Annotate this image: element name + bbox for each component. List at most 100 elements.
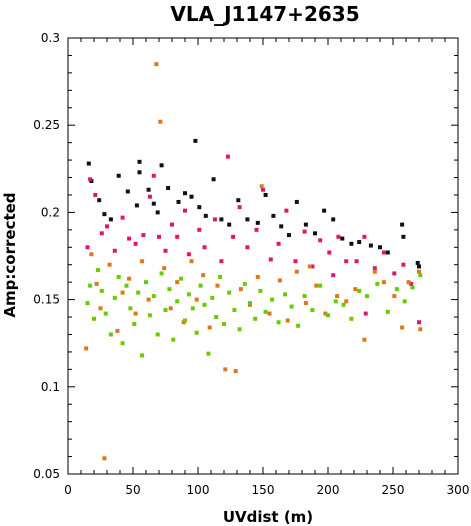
data-point: [140, 353, 145, 358]
data-point: [175, 299, 180, 304]
data-point: [102, 456, 107, 461]
data-point: [417, 320, 421, 325]
data-point: [277, 278, 282, 283]
data-point: [89, 252, 94, 257]
data-point: [331, 273, 336, 278]
data-point: [409, 281, 414, 286]
data-point: [344, 299, 349, 304]
data-point: [238, 287, 243, 292]
data-point: [276, 241, 281, 246]
data-point: [259, 184, 264, 189]
data-point: [201, 273, 206, 278]
data-point: [327, 250, 332, 255]
x-tick-label: 200: [317, 483, 340, 497]
data-point: [190, 306, 195, 311]
data-point: [417, 269, 421, 274]
data-point: [285, 318, 290, 323]
data-point: [410, 285, 415, 290]
data-point: [141, 233, 146, 238]
data-point: [242, 281, 247, 286]
data-point: [206, 351, 211, 356]
y-tick-label: 0.1: [41, 380, 60, 394]
data-point: [120, 290, 125, 295]
data-point: [88, 283, 93, 288]
data-point: [263, 309, 268, 314]
data-point: [133, 311, 138, 316]
data-point: [158, 119, 163, 124]
data-point: [92, 316, 96, 321]
data-point: [362, 337, 367, 342]
data-point: [170, 222, 174, 227]
data-point: [365, 294, 369, 299]
data-point: [385, 309, 390, 314]
y-tick-label: 0.05: [33, 467, 60, 481]
data-point: [155, 210, 160, 215]
x-tick-label: 250: [382, 483, 405, 497]
data-point: [418, 327, 423, 332]
data-point: [95, 267, 100, 272]
data-point: [85, 245, 90, 250]
data-point: [223, 367, 228, 372]
data-point: [318, 238, 323, 243]
data-point: [313, 231, 317, 236]
data-point: [267, 311, 272, 316]
data-point: [189, 259, 194, 264]
data-point: [307, 264, 312, 269]
data-point: [125, 189, 130, 194]
data-point: [112, 295, 117, 300]
data-point: [255, 274, 260, 279]
data-point: [140, 259, 145, 264]
data-point: [151, 173, 156, 178]
y-tick-label: 0.15: [33, 293, 60, 307]
data-point: [231, 234, 236, 239]
data-point: [157, 234, 161, 239]
data-point: [254, 227, 259, 232]
data-point: [381, 280, 386, 285]
data-point: [183, 191, 187, 196]
data-point: [340, 236, 345, 241]
data-point: [236, 198, 241, 203]
data-point: [137, 159, 142, 164]
data-point: [227, 222, 232, 227]
data-point: [167, 287, 172, 292]
data-point: [218, 274, 223, 279]
data-point: [363, 311, 368, 316]
y-axis-title: Amp:corrected: [1, 192, 19, 317]
data-point: [120, 215, 125, 220]
data-point: [197, 227, 202, 232]
data-point: [93, 192, 98, 197]
data-point: [276, 320, 281, 325]
data-point: [268, 257, 273, 262]
data-point: [88, 177, 93, 182]
y-tick-label: 0.2: [41, 205, 60, 219]
data-point: [127, 236, 132, 241]
data-point: [116, 173, 121, 178]
data-point: [197, 205, 202, 210]
data-point: [202, 245, 207, 250]
data-point: [344, 259, 349, 264]
data-point: [194, 297, 199, 302]
data-point: [166, 185, 171, 190]
data-point: [357, 288, 362, 293]
data-point: [279, 224, 284, 229]
data-point: [214, 315, 219, 320]
data-point: [284, 208, 289, 213]
data-point: [225, 154, 230, 159]
data-point: [372, 269, 377, 274]
data-point: [349, 316, 354, 321]
data-point: [302, 294, 307, 299]
data-point: [333, 299, 338, 304]
data-point: [162, 266, 167, 271]
data-point: [323, 311, 328, 316]
data-points: [84, 62, 423, 461]
data-point: [132, 322, 137, 327]
data-point: [401, 262, 406, 267]
data-point: [147, 194, 152, 199]
data-point: [261, 187, 265, 192]
data-point: [331, 217, 336, 222]
data-point: [362, 234, 367, 239]
data-point: [97, 198, 102, 203]
data-point: [212, 217, 217, 222]
data-point: [136, 290, 141, 295]
data-point: [310, 264, 315, 269]
